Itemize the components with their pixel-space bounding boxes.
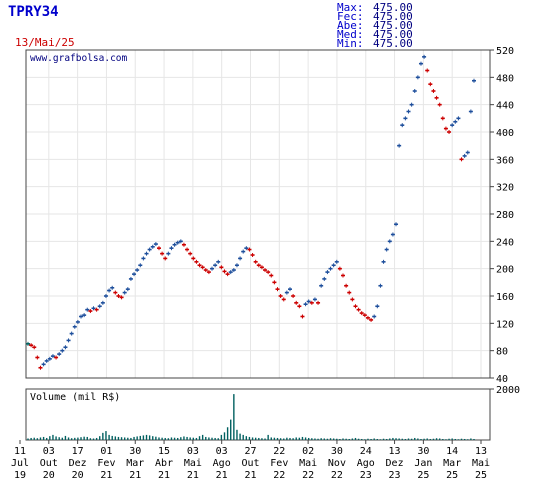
volume-title: Volume (mil R$) — [30, 392, 120, 403]
x-tick-label-day: 13 — [475, 446, 487, 457]
x-tick-label-month: Out — [40, 458, 58, 469]
x-tick-label-month: Mai — [184, 458, 202, 469]
stats-panel: Max: 475.00 Fec: 475.00 Abe: 475.00 Med:… — [337, 1, 413, 50]
x-tick-label-year: 25 — [446, 470, 458, 481]
x-tick-label-month: Dez — [386, 458, 404, 469]
volume-series — [27, 394, 475, 440]
x-tick-label-year: 25 — [475, 470, 487, 481]
price-series — [26, 54, 476, 370]
volume-y-tick-label: 2000 — [496, 385, 520, 396]
x-axis: 11Jul1903Out2017Dez2001Fev2130Mar2115Abr… — [11, 440, 490, 481]
stat-label-fec: Fec: — [337, 10, 364, 23]
y-tick-label: 520 — [496, 46, 514, 57]
x-tick-label-year: 21 — [187, 470, 199, 481]
x-tick-label-day: 15 — [158, 446, 170, 457]
stat-value-fec: 475.00 — [373, 10, 413, 23]
x-tick-label-month: Out — [241, 458, 259, 469]
x-tick-label-month: Dez — [69, 458, 87, 469]
stat-label-med: Med: — [337, 28, 364, 41]
stat-label-abe: Abe: — [337, 19, 364, 32]
volume-panel-frame — [25, 388, 491, 441]
x-tick-label-month: Jan — [414, 458, 432, 469]
price-y-axis: 40 80 120 160 200 240 280 320 360 400 440 480 520 — [490, 46, 514, 385]
as-of-date: 13/Mai/25 — [15, 36, 75, 49]
x-tick-label-day: 30 — [331, 446, 343, 457]
x-tick-label-day: 30 — [417, 446, 429, 457]
x-tick-label-day: 24 — [360, 446, 372, 457]
y-tick-label: 80 — [496, 347, 508, 358]
x-tick-label-day: 30 — [129, 446, 141, 457]
stat-value-min: 475.00 — [373, 37, 413, 50]
stat-value-med: 475.00 — [373, 28, 413, 41]
x-tick-label-month: Mai — [299, 458, 317, 469]
y-tick-label: 200 — [496, 265, 514, 276]
x-tick-label-year: 22 — [273, 470, 285, 481]
y-tick-label: 440 — [496, 101, 514, 112]
x-tick-label-day: 01 — [100, 446, 112, 457]
x-tick-label-month: Ago — [357, 458, 375, 469]
y-tick-label: 360 — [496, 155, 514, 166]
stat-value-max: 475.00 — [373, 1, 413, 14]
x-tick-label-year: 21 — [100, 470, 112, 481]
ticker-title: TPRY34 — [8, 4, 59, 20]
y-tick-label: 240 — [496, 237, 514, 248]
x-tick-label-year: 20 — [43, 470, 55, 481]
stat-label-min: Min: — [337, 37, 364, 50]
x-tick-label-month: Fev — [270, 458, 288, 469]
x-tick-label-year: 20 — [72, 470, 84, 481]
x-tick-label-day: 02 — [302, 446, 314, 457]
y-tick-label: 400 — [496, 128, 514, 139]
volume-y-axis: 2000 — [490, 385, 520, 396]
y-tick-label: 40 — [496, 374, 508, 385]
y-tick-label: 280 — [496, 210, 514, 221]
x-tick-label-day: 14 — [446, 446, 458, 457]
y-tick-label: 480 — [496, 73, 514, 84]
stat-value-abe: 475.00 — [373, 19, 413, 32]
price-panel: www.grafbolsa.com 40 80 120 160 200 240 280 320… — [25, 46, 514, 385]
x-tick-label-month: Ago — [213, 458, 231, 469]
x-tick-label-month: Abr — [155, 458, 173, 469]
y-tick-label: 120 — [496, 319, 514, 330]
x-tick-label-day: 17 — [72, 446, 84, 457]
x-tick-label-year: 21 — [158, 470, 170, 481]
x-tick-label-day: 03 — [216, 446, 228, 457]
price-grid — [26, 49, 490, 379]
x-tick-label-year: 21 — [129, 470, 141, 481]
x-tick-label-month: Jul — [11, 458, 29, 469]
x-tick-label-month: Mar — [126, 458, 144, 469]
x-tick-label-year: 23 — [360, 470, 372, 481]
x-tick-label-day: 22 — [273, 446, 285, 457]
x-tick-label-month: Nov — [328, 458, 346, 469]
x-tick-label-day: 03 — [187, 446, 199, 457]
x-tick-label-day: 13 — [389, 446, 401, 457]
x-tick-label-month: Mar — [443, 458, 461, 469]
volume-panel: Volume (mil R$) 2000 — [25, 385, 520, 441]
x-tick-label-day: 11 — [14, 446, 26, 457]
x-tick-label-day: 03 — [43, 446, 55, 457]
x-tick-label-year: 25 — [417, 470, 429, 481]
x-tick-label-year: 19 — [14, 470, 26, 481]
stat-label-max: Max: — [337, 1, 364, 14]
x-tick-label-year: 22 — [302, 470, 314, 481]
x-tick-label-day: 27 — [244, 446, 256, 457]
x-tick-label-year: 23 — [389, 470, 401, 481]
x-tick-label-year: 21 — [244, 470, 256, 481]
y-tick-label: 320 — [496, 183, 514, 194]
x-tick-label-year: 22 — [331, 470, 343, 481]
x-tick-label-month: Fev — [97, 458, 115, 469]
x-tick-label-month: Mai — [472, 458, 490, 469]
watermark: www.grafbolsa.com — [30, 53, 128, 64]
x-tick-label-year: 21 — [216, 470, 228, 481]
y-tick-label: 160 — [496, 292, 514, 303]
